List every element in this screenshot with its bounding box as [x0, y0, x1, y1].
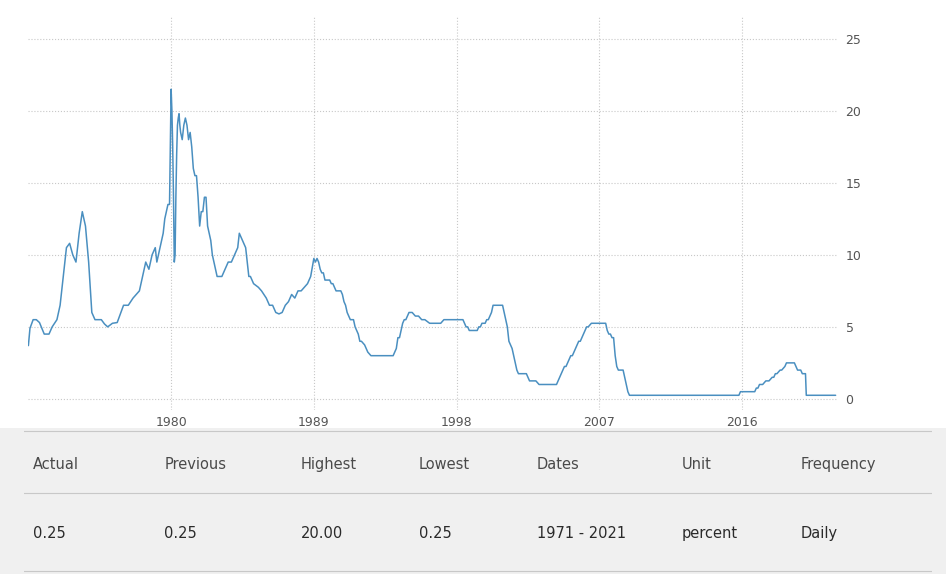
Text: 0.25: 0.25 — [419, 526, 451, 541]
Text: Frequency: Frequency — [800, 457, 876, 472]
Text: 0.25: 0.25 — [165, 526, 197, 541]
Text: Daily: Daily — [800, 526, 837, 541]
Text: Lowest: Lowest — [419, 457, 470, 472]
Text: Previous: Previous — [165, 457, 226, 472]
Text: 0.25: 0.25 — [33, 526, 65, 541]
Text: percent: percent — [682, 526, 738, 541]
Text: Dates: Dates — [536, 457, 580, 472]
Text: 20.00: 20.00 — [301, 526, 342, 541]
Text: SOURCE:  TRADINGECONOMICS.COM  |  FEDERAL RESERVE: SOURCE: TRADINGECONOMICS.COM | FEDERAL R… — [574, 432, 837, 441]
Text: 1971 - 2021: 1971 - 2021 — [536, 526, 626, 541]
Text: Highest: Highest — [301, 457, 357, 472]
Text: Actual: Actual — [33, 457, 79, 472]
Text: Unit: Unit — [682, 457, 712, 472]
